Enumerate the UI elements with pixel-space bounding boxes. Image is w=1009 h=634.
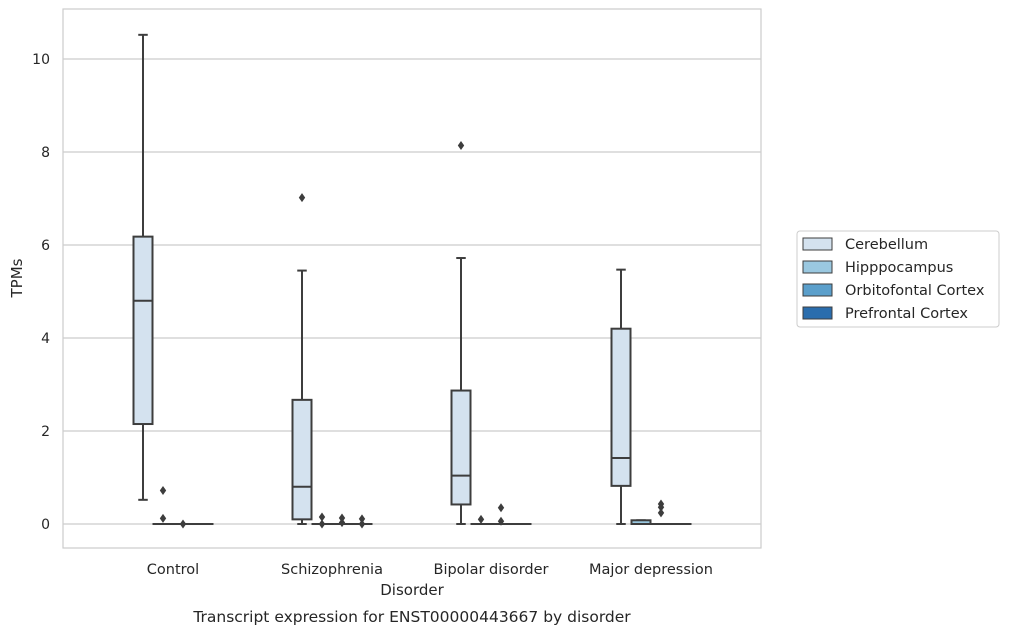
outlier-point [318, 512, 326, 522]
legend-swatch [802, 283, 833, 297]
box-1-0 [291, 193, 313, 525]
box-3-0 [610, 268, 632, 525]
box-1-3 [351, 514, 373, 529]
outlier-point [657, 508, 665, 518]
x-tick-label: Schizophrenia [281, 562, 383, 578]
x-tick-label: Major depression [589, 562, 713, 578]
y-tick-label: 2 [41, 424, 50, 440]
box-2-2 [490, 503, 512, 526]
outlier-point [159, 513, 167, 523]
legend-swatch [802, 260, 833, 274]
box-body [610, 327, 632, 487]
legend-label: Cerebellum [845, 237, 928, 253]
box-body [291, 398, 313, 521]
outlier-point [457, 140, 465, 150]
legend-label: Hipppocampus [845, 260, 953, 276]
outlier-point [298, 193, 306, 203]
outlier-point [338, 518, 346, 528]
box-0-1 [152, 486, 174, 526]
y-axis-label: TPMs [8, 258, 26, 298]
legend: Cerebellum Hipppocampus Orbitofontal Corte… [796, 230, 1000, 328]
chart-caption: Transcript expression for ENST0000044366… [192, 608, 631, 626]
outlier-point [159, 486, 167, 496]
y-tick-label: 10 [32, 52, 50, 68]
y-tick-label: 0 [41, 517, 50, 533]
box-3-1 [630, 519, 652, 526]
legend-frame [796, 230, 1000, 328]
x-tick-label: Control [147, 562, 199, 578]
y-axis-tick-labels: 0 2 4 6 8 10 [32, 52, 50, 533]
outlier-point [657, 502, 665, 512]
x-axis-tick-labels: Control Schizophrenia Bipolar disorder Majo… [147, 562, 713, 578]
box-body [450, 389, 472, 506]
legend-swatch [802, 237, 833, 251]
x-axis-label: Disorder [380, 581, 444, 599]
outlier-point [497, 503, 505, 513]
legend-label: Prefrontal Cortex [845, 306, 968, 322]
box-0-0 [132, 33, 154, 501]
box-3-2 [650, 499, 672, 526]
plot-area-frame [62, 8, 762, 549]
box-body [132, 235, 154, 426]
box-2-1 [470, 514, 492, 526]
outlier-point [338, 513, 346, 523]
box-0-2 [172, 519, 194, 529]
outlier-point [497, 516, 505, 526]
box-2-0 [450, 140, 472, 525]
outlier-point [179, 519, 187, 529]
outlier-point [477, 514, 485, 524]
y-tick-label: 8 [41, 145, 50, 161]
legend-swatch [802, 306, 833, 320]
x-tick-label: Bipolar disorder [434, 562, 549, 578]
outlier-point [318, 519, 326, 529]
box-groups [132, 33, 692, 529]
y-tick-label: 4 [41, 331, 50, 347]
box-1-2 [331, 513, 353, 528]
y-tick-label: 6 [41, 238, 50, 254]
grid-lines [63, 58, 761, 525]
outlier-point [358, 514, 366, 524]
legend-label: Orbitofontal Cortex [845, 283, 985, 299]
box-1-1 [311, 512, 333, 529]
outlier-point [358, 519, 366, 529]
